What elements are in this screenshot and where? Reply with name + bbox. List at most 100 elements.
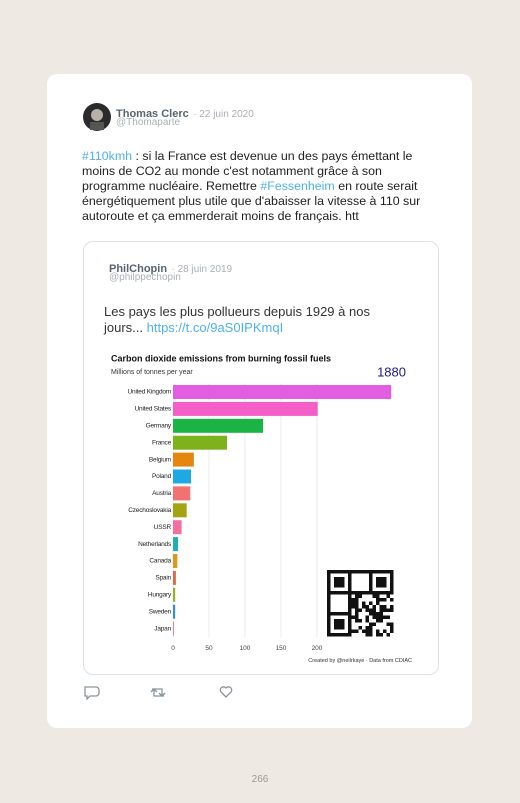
qr-cell (348, 629, 352, 633)
qr-cell (390, 580, 394, 584)
qr-cell (372, 622, 376, 626)
quoted-link[interactable]: https://t.co/9aS0IPKmqI (146, 320, 284, 335)
qr-cell (327, 629, 331, 633)
y-tick-label: USSR (154, 524, 172, 531)
text-segment: : si la France est devenue un des pays é… (82, 149, 413, 193)
qr-cell (369, 570, 373, 574)
qr-cell (383, 584, 387, 588)
qr-cell (379, 577, 383, 581)
quoted-tweet[interactable]: PhilChopin · 28 juin 2019 @philppechopin… (83, 241, 439, 675)
qr-cell (348, 587, 352, 591)
qr-cell (390, 587, 394, 591)
qr-cell (341, 626, 345, 630)
qr-cell (337, 591, 341, 595)
actions (84, 686, 233, 700)
qr-cell (348, 580, 352, 584)
qr-cell (383, 570, 387, 574)
qr-cell (376, 577, 380, 581)
qr-cell (358, 594, 362, 598)
qr-cell (334, 619, 338, 623)
qr-cell (369, 584, 373, 588)
qr-cell (369, 601, 373, 605)
hashtag[interactable]: #Fessenheim (260, 179, 335, 193)
qr-cell (390, 577, 394, 581)
qr-cell (372, 570, 376, 574)
qr-cell (390, 570, 394, 574)
y-tick-label: Germany (146, 423, 172, 430)
qr-cell (379, 580, 383, 584)
chart: Carbon dioxide emissions from burning fo… (111, 353, 412, 664)
qr-cell (369, 580, 373, 584)
qr-cell (376, 570, 380, 574)
qr-cell (369, 612, 373, 616)
qr-cell (369, 591, 373, 595)
qr-cell (372, 605, 376, 609)
qr-cell (327, 615, 331, 619)
qr-cell (386, 594, 390, 598)
hashtag[interactable]: #110kmh (82, 149, 133, 163)
qr-cell (390, 591, 394, 595)
chart-subtitle: Millions of tonnes per year (111, 369, 193, 376)
qr-cell (376, 619, 380, 623)
qr-cell (376, 580, 380, 584)
y-tick-label: Japan (154, 625, 171, 632)
retweet-icon[interactable] (150, 688, 166, 697)
qr-cell (383, 598, 387, 602)
qr-cell (372, 615, 376, 619)
qr-cell (355, 598, 359, 602)
qr-cell (334, 622, 338, 626)
qr-cell (362, 605, 366, 609)
y-tick-label: Czechoslovakia (128, 507, 171, 514)
qr-cell (358, 591, 362, 595)
qr-cell (376, 629, 380, 633)
qr-cell (372, 608, 376, 612)
qr-cell (344, 612, 348, 616)
author[interactable]: Thomas Clerc (116, 108, 189, 120)
year-label: 1880 (377, 364, 406, 379)
qr-cell (369, 629, 373, 633)
x-tick-label: 100 (240, 645, 251, 652)
qr-cell (341, 622, 345, 626)
qr-cell (348, 601, 352, 605)
qr-cell (337, 577, 341, 581)
qr-cell (386, 622, 390, 626)
qr-cell (348, 633, 352, 637)
qr-cell (327, 570, 331, 574)
qr-cell (327, 601, 331, 605)
qr-cell (376, 633, 380, 637)
qr-cell (337, 580, 341, 584)
qr-cell (355, 608, 359, 612)
y-tick-label: United States (135, 406, 172, 413)
qr-cell (379, 633, 383, 637)
qr-cell (348, 615, 352, 619)
qr-cell (334, 633, 338, 637)
qr-cell (362, 629, 366, 633)
qr-cell (379, 598, 383, 602)
reply-icon[interactable] (84, 686, 100, 700)
qr-cell (334, 580, 338, 584)
bar (173, 401, 318, 416)
qr-cell (386, 608, 390, 612)
like-icon[interactable] (219, 686, 233, 698)
qr-cell (383, 577, 387, 581)
quoted-author-line: PhilChopin · 28 juin 2019 (109, 259, 232, 277)
qr-cell (390, 605, 394, 609)
qr-cell (386, 570, 390, 574)
qr-cell (327, 594, 331, 598)
qr-cell (372, 594, 376, 598)
qr-cell (351, 570, 355, 574)
qr-cell (362, 591, 366, 595)
qr-cell (379, 570, 383, 574)
qr-cell (376, 584, 380, 588)
bar (173, 435, 227, 450)
qr-cell (327, 619, 331, 623)
bar (173, 604, 176, 619)
bar (173, 621, 174, 636)
qr-cell (383, 615, 387, 619)
bar (173, 554, 178, 568)
qr-cell (355, 615, 359, 619)
qr-cell (334, 577, 338, 581)
qr-cell (358, 619, 362, 623)
avatar[interactable] (82, 102, 112, 132)
qr-cell (355, 605, 359, 609)
